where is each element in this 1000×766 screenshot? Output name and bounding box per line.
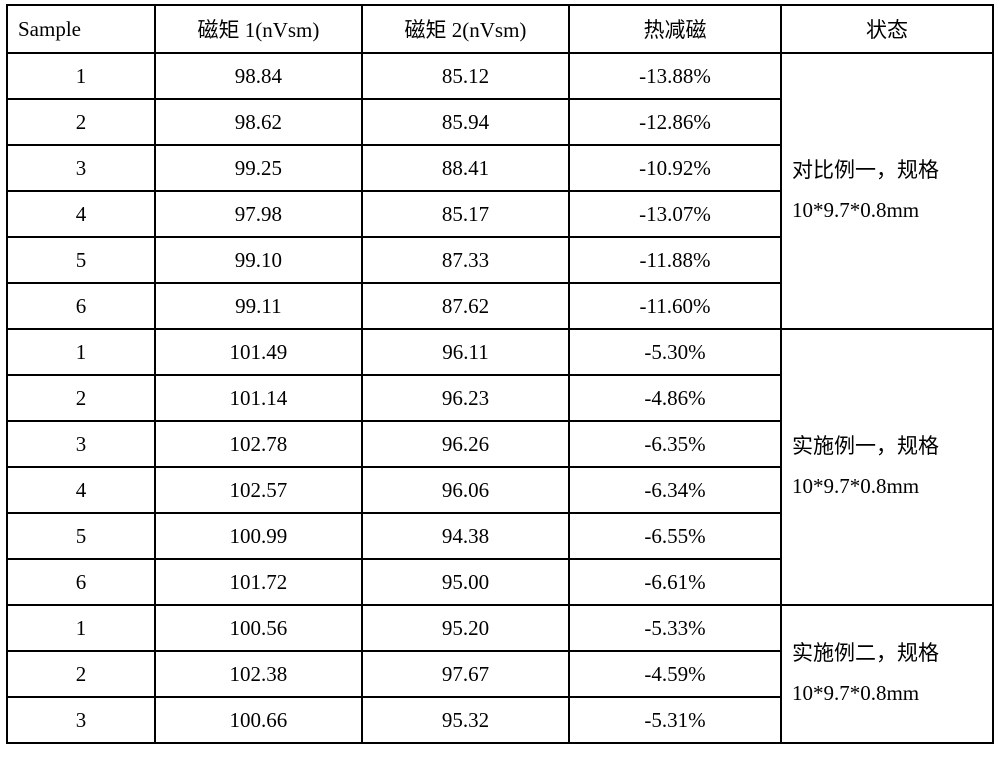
cell-sample: 6 bbox=[7, 283, 155, 329]
cell-moment1: 100.56 bbox=[155, 605, 362, 651]
cell-moment2: 96.06 bbox=[362, 467, 569, 513]
cell-moment1: 102.78 bbox=[155, 421, 362, 467]
cell-status: 对比例一，规格 10*9.7*0.8mm bbox=[781, 53, 993, 329]
cell-moment1: 98.84 bbox=[155, 53, 362, 99]
table-row: 1101.4996.11-5.30%实施例一，规格10*9.7*0.8mm bbox=[7, 329, 993, 375]
cell-moment2: 85.17 bbox=[362, 191, 569, 237]
cell-moment2: 96.26 bbox=[362, 421, 569, 467]
cell-moment2: 95.32 bbox=[362, 697, 569, 743]
cell-sample: 2 bbox=[7, 651, 155, 697]
col-status: 状态 bbox=[781, 5, 993, 53]
cell-moment2: 85.94 bbox=[362, 99, 569, 145]
cell-thermal-demag: -11.60% bbox=[569, 283, 781, 329]
cell-thermal-demag: -6.35% bbox=[569, 421, 781, 467]
cell-status: 实施例二，规格 10*9.7*0.8mm bbox=[781, 605, 993, 743]
cell-thermal-demag: -11.88% bbox=[569, 237, 781, 283]
cell-moment1: 102.57 bbox=[155, 467, 362, 513]
col-sample: Sample bbox=[7, 5, 155, 53]
status-line: 实施例一，规格 bbox=[792, 434, 939, 458]
cell-moment1: 101.49 bbox=[155, 329, 362, 375]
cell-moment2: 96.11 bbox=[362, 329, 569, 375]
cell-sample: 1 bbox=[7, 329, 155, 375]
table-row: 198.8485.12-13.88%对比例一，规格10*9.7*0.8mm bbox=[7, 53, 993, 99]
cell-moment1: 101.72 bbox=[155, 559, 362, 605]
cell-moment1: 99.11 bbox=[155, 283, 362, 329]
cell-moment2: 97.67 bbox=[362, 651, 569, 697]
cell-moment1: 101.14 bbox=[155, 375, 362, 421]
cell-thermal-demag: -4.59% bbox=[569, 651, 781, 697]
cell-moment1: 100.66 bbox=[155, 697, 362, 743]
cell-sample: 5 bbox=[7, 513, 155, 559]
cell-moment2: 96.23 bbox=[362, 375, 569, 421]
cell-thermal-demag: -6.61% bbox=[569, 559, 781, 605]
cell-moment2: 94.38 bbox=[362, 513, 569, 559]
col-moment1: 磁矩 1(nVsm) bbox=[155, 5, 362, 53]
cell-moment1: 98.62 bbox=[155, 99, 362, 145]
status-line: 10*9.7*0.8mm bbox=[792, 198, 919, 222]
status-line: 对比例一，规格 bbox=[792, 158, 939, 182]
cell-moment2: 85.12 bbox=[362, 53, 569, 99]
cell-thermal-demag: -5.31% bbox=[569, 697, 781, 743]
cell-moment1: 97.98 bbox=[155, 191, 362, 237]
cell-thermal-demag: -5.33% bbox=[569, 605, 781, 651]
status-line: 10*9.7*0.8mm bbox=[792, 474, 919, 498]
cell-sample: 3 bbox=[7, 697, 155, 743]
table-row: 1100.5695.20-5.33%实施例二，规格10*9.7*0.8mm bbox=[7, 605, 993, 651]
cell-sample: 1 bbox=[7, 605, 155, 651]
cell-sample: 2 bbox=[7, 375, 155, 421]
cell-moment1: 99.25 bbox=[155, 145, 362, 191]
status-line: 实施例二，规格 bbox=[792, 641, 939, 665]
cell-thermal-demag: -12.86% bbox=[569, 99, 781, 145]
cell-sample: 3 bbox=[7, 145, 155, 191]
col-thermal-demag: 热减磁 bbox=[569, 5, 781, 53]
cell-thermal-demag: -10.92% bbox=[569, 145, 781, 191]
cell-thermal-demag: -5.30% bbox=[569, 329, 781, 375]
cell-moment2: 88.41 bbox=[362, 145, 569, 191]
cell-moment2: 87.62 bbox=[362, 283, 569, 329]
cell-sample: 1 bbox=[7, 53, 155, 99]
cell-moment2: 87.33 bbox=[362, 237, 569, 283]
cell-sample: 3 bbox=[7, 421, 155, 467]
cell-thermal-demag: -6.34% bbox=[569, 467, 781, 513]
cell-thermal-demag: -13.88% bbox=[569, 53, 781, 99]
cell-moment1: 99.10 bbox=[155, 237, 362, 283]
cell-thermal-demag: -4.86% bbox=[569, 375, 781, 421]
cell-sample: 2 bbox=[7, 99, 155, 145]
cell-sample: 4 bbox=[7, 191, 155, 237]
cell-moment2: 95.00 bbox=[362, 559, 569, 605]
status-line: 10*9.7*0.8mm bbox=[792, 681, 919, 705]
cell-moment1: 100.99 bbox=[155, 513, 362, 559]
cell-sample: 6 bbox=[7, 559, 155, 605]
cell-thermal-demag: -13.07% bbox=[569, 191, 781, 237]
table-header-row: Sample 磁矩 1(nVsm) 磁矩 2(nVsm) 热减磁 状态 bbox=[7, 5, 993, 53]
table-body: 198.8485.12-13.88%对比例一，规格10*9.7*0.8mm298… bbox=[7, 53, 993, 743]
cell-moment2: 95.20 bbox=[362, 605, 569, 651]
cell-sample: 5 bbox=[7, 237, 155, 283]
cell-thermal-demag: -6.55% bbox=[569, 513, 781, 559]
cell-sample: 4 bbox=[7, 467, 155, 513]
col-moment2: 磁矩 2(nVsm) bbox=[362, 5, 569, 53]
cell-status: 实施例一，规格 10*9.7*0.8mm bbox=[781, 329, 993, 605]
cell-moment1: 102.38 bbox=[155, 651, 362, 697]
data-table: Sample 磁矩 1(nVsm) 磁矩 2(nVsm) 热减磁 状态 198.… bbox=[6, 4, 994, 744]
